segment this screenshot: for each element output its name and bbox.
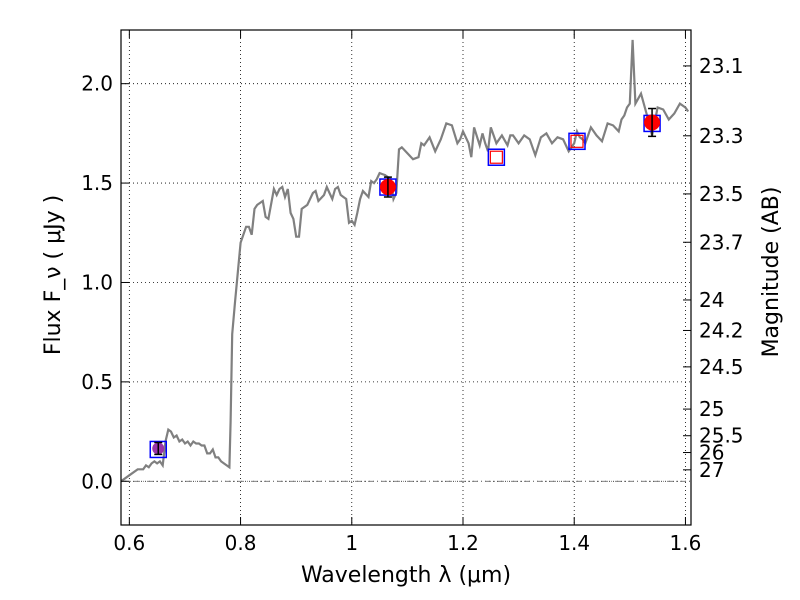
y-axis-label: Flux F_ν ( μJy ) (41, 195, 66, 355)
y-tick-label: 0.5 (81, 370, 113, 394)
right-tick-label: 24.5 (699, 355, 744, 379)
x-tick-label: 1.2 (447, 531, 479, 555)
right-tick-label: 23.7 (699, 230, 744, 254)
right-tick-label: 25.5 (699, 424, 744, 448)
right-tick-label: 23.3 (699, 124, 744, 148)
y-tick-label: 1.0 (81, 270, 113, 294)
x-tick-label: 0.8 (225, 531, 257, 555)
x-tick-label: 1 (345, 531, 358, 555)
right-tick-label: 27 (699, 458, 724, 482)
model-square-marker (149, 440, 168, 459)
right-tick-label: 23.5 (699, 182, 744, 206)
x-axis-label: Wavelength λ (μm) (301, 563, 511, 588)
x-tick-label: 1.4 (558, 531, 590, 555)
photometry-points (149, 107, 661, 459)
right-axis-label: Magnitude (AB) (759, 187, 784, 358)
plot-frame (120, 29, 692, 526)
upper-limit-marker (489, 150, 503, 164)
right-tick-label: 26 (699, 441, 724, 465)
model-square-marker (568, 132, 586, 151)
y-tick-label: 2.0 (81, 72, 113, 96)
right-tick-label: 25 (699, 397, 724, 421)
model-square-marker (487, 148, 506, 166)
right-tick-label: 24.2 (699, 318, 744, 342)
right-tick-label: 24 (699, 288, 724, 312)
template-spectrum-line (120, 39, 690, 483)
x-tick-label: 1.6 (670, 531, 702, 555)
y-tick-label: 1.5 (81, 171, 113, 195)
upper-limit-marker (570, 134, 584, 148)
grid (121, 30, 691, 525)
right-tick-label: 23.1 (699, 54, 744, 78)
y-tick-label: 0.0 (81, 469, 113, 493)
y-axis-ticks: 0.0 0.5 1.0 1.5 2.0 (81, 72, 129, 493)
x-tick-label: 0.6 (113, 531, 145, 555)
x-axis-ticks: 0.6 0.8 1 1.2 1.4 1.6 (113, 30, 701, 555)
